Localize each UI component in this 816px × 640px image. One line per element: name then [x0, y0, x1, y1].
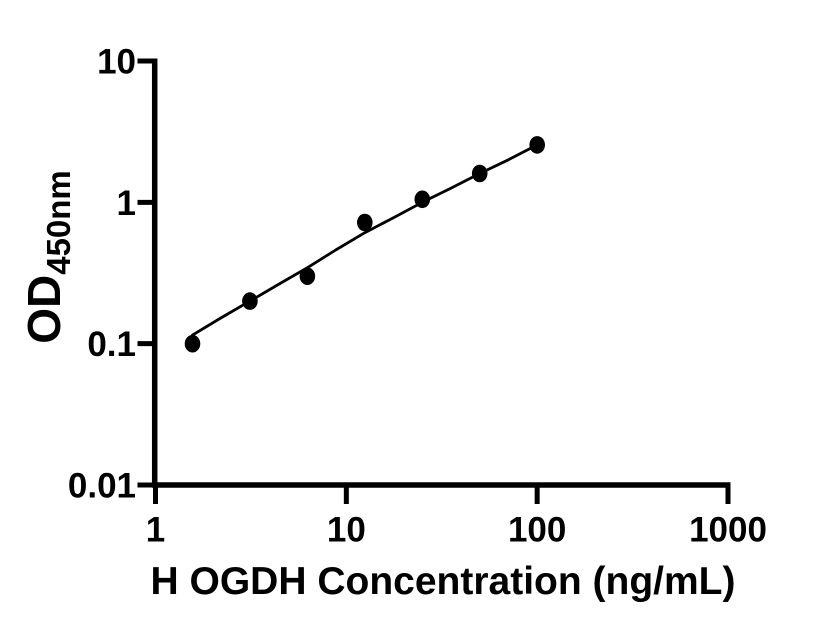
- data-point: [529, 136, 545, 154]
- y-tick-label: 0.1: [87, 325, 136, 364]
- y-axis-ticks: [137, 58, 155, 488]
- data-points: [184, 136, 545, 353]
- y-axis-tick-labels: 10 1 0.1 0.01: [68, 43, 136, 506]
- y-axis-title-subscript: 450nm: [40, 170, 77, 275]
- y-tick-label: 0.01: [68, 467, 136, 506]
- x-tick-label: 10: [327, 511, 366, 550]
- x-tick-label: 1: [146, 511, 165, 550]
- x-axis-title: H OGDH Concentration (ng/mL): [151, 560, 736, 603]
- y-tick-label: 1: [117, 184, 136, 223]
- data-point: [471, 164, 488, 183]
- data-point: [242, 292, 258, 310]
- y-tick-label: 10: [97, 43, 136, 82]
- x-tick-label: 100: [508, 511, 566, 550]
- data-point: [299, 267, 316, 286]
- y-axis: 10 1 0.1 0.01: [68, 43, 158, 506]
- data-point: [357, 213, 373, 232]
- data-point: [184, 334, 201, 353]
- y-axis-title-main: OD: [18, 275, 70, 344]
- x-axis-tick-labels: 1 10 100 1000: [146, 511, 767, 550]
- x-axis-ticks: [153, 485, 731, 504]
- y-axis-title: OD450nm: [18, 170, 77, 344]
- data-point: [414, 190, 431, 209]
- x-axis: 1 10 100 1000: [146, 482, 767, 550]
- x-tick-label: 1000: [689, 511, 767, 550]
